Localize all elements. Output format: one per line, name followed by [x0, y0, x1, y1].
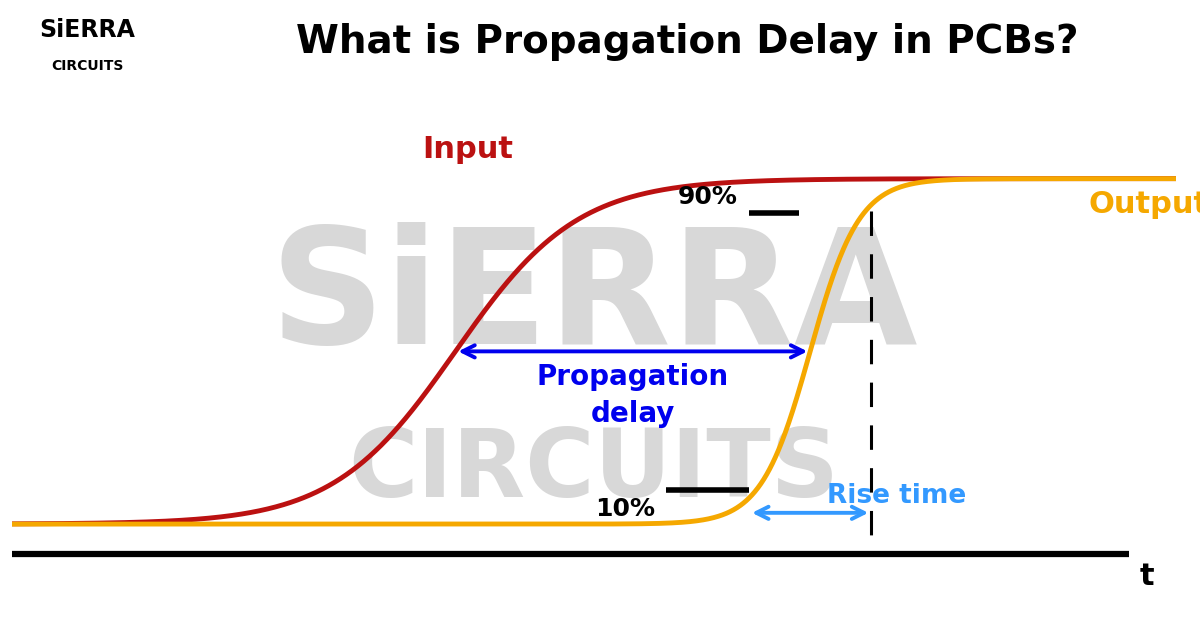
Text: SiERRA: SiERRA [40, 18, 134, 41]
Text: CIRCUITS: CIRCUITS [349, 425, 839, 517]
Text: What is Propagation Delay in PCBs?: What is Propagation Delay in PCBs? [295, 23, 1079, 62]
Text: 90%: 90% [678, 185, 738, 210]
Text: CIRCUITS: CIRCUITS [50, 59, 124, 73]
Text: delay: delay [590, 400, 674, 428]
Text: Output: Output [1088, 190, 1200, 219]
Text: t: t [1140, 561, 1154, 591]
Bar [0, 0, 174, 85]
Text: Rise time: Rise time [827, 483, 966, 509]
Text: 10%: 10% [595, 497, 655, 521]
Text: SiERRA: SiERRA [270, 222, 918, 377]
Text: Input: Input [422, 134, 514, 164]
Text: Propagation: Propagation [536, 362, 728, 391]
